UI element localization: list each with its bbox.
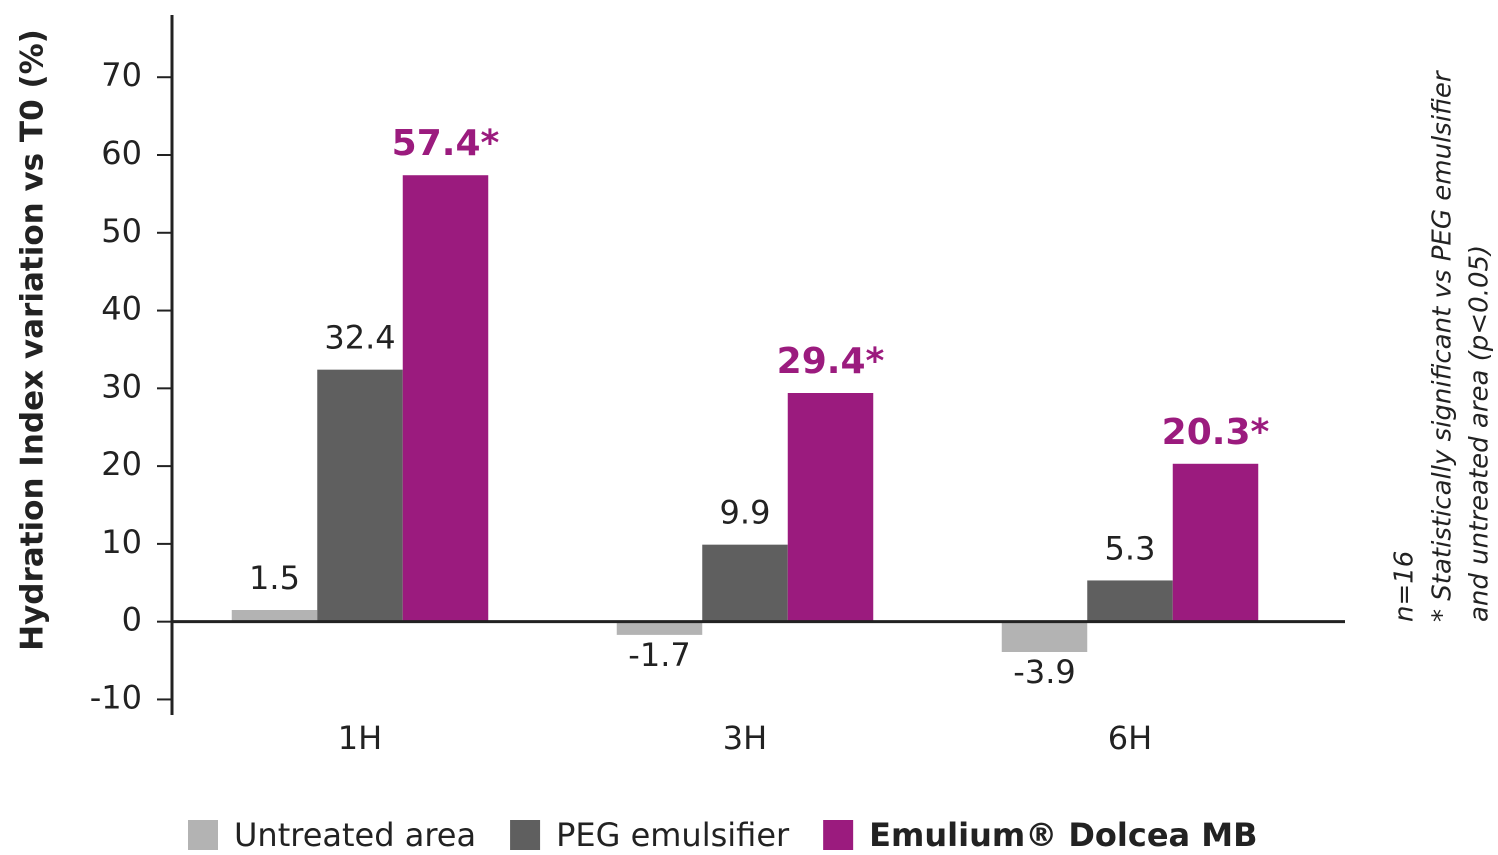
value-label: 57.4* bbox=[392, 123, 500, 164]
y-tick-label: 20 bbox=[101, 445, 142, 483]
y-tick-label: 70 bbox=[101, 56, 142, 94]
value-label: 29.4* bbox=[777, 341, 885, 382]
bar bbox=[402, 175, 489, 622]
legend-label: Emulium® Dolcea MB bbox=[869, 816, 1257, 854]
value-label: -1.7 bbox=[628, 636, 690, 674]
value-label: 1.5 bbox=[249, 559, 300, 597]
y-tick-label: 0 bbox=[122, 601, 142, 639]
note: and untreated area (p<0.05) bbox=[1465, 245, 1495, 622]
value-label: -3.9 bbox=[1013, 653, 1075, 691]
value-label: 32.4 bbox=[324, 319, 395, 357]
legend-label: Untreated area bbox=[234, 816, 476, 854]
bar bbox=[1001, 621, 1088, 652]
bar bbox=[616, 621, 703, 635]
bar bbox=[702, 544, 788, 622]
value-label: 9.9 bbox=[720, 494, 771, 532]
x-tick-label: 6H bbox=[1108, 719, 1152, 757]
legend-label: PEG emulsifier bbox=[556, 816, 790, 854]
value-label: 20.3* bbox=[1162, 412, 1270, 453]
note: * Statistically significant vs PEG emuls… bbox=[1428, 69, 1458, 622]
legend-swatch bbox=[510, 820, 541, 850]
bar bbox=[1087, 580, 1173, 622]
bar bbox=[231, 610, 318, 622]
y-tick-label: 50 bbox=[101, 212, 142, 250]
bar bbox=[317, 369, 403, 622]
legend-swatch bbox=[823, 820, 854, 850]
y-tick-label: -10 bbox=[90, 678, 142, 716]
bar bbox=[787, 393, 874, 622]
y-axis-label: Hydration Index variation vs T0 (%) bbox=[15, 29, 51, 651]
value-label: 5.3 bbox=[1105, 529, 1156, 567]
legend-swatch bbox=[188, 820, 218, 850]
bar bbox=[1172, 463, 1259, 622]
y-tick-label: 40 bbox=[101, 290, 142, 328]
y-tick-label: 30 bbox=[101, 367, 142, 405]
x-tick-label: 1H bbox=[338, 719, 382, 757]
y-tick-label: 60 bbox=[101, 134, 142, 172]
note: n=16 bbox=[1390, 551, 1420, 622]
x-tick-label: 3H bbox=[723, 719, 767, 757]
y-tick-label: 10 bbox=[101, 523, 142, 561]
